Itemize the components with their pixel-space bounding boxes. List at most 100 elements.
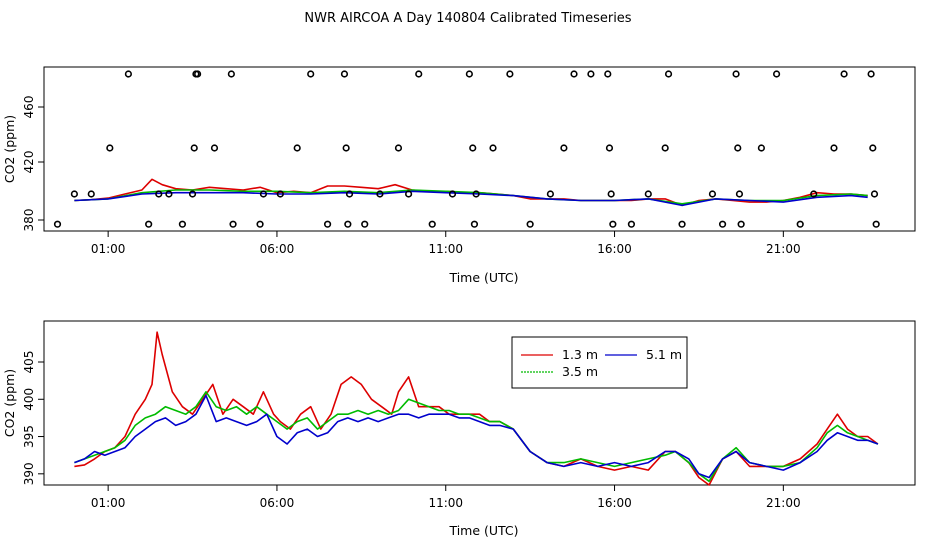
calibration-point [664,70,673,78]
y-tick-label: 460 [22,96,36,119]
calibration-point [178,220,187,228]
calibration-point [428,220,436,228]
x-axis-bottom: 01:00 06:00 11:00 16:00 21:00 [91,485,801,510]
calibration-point [256,220,264,228]
calibration-point [718,220,727,228]
calibration-point [737,220,745,228]
x-axis-top: 01:00 06:00 11:00 16:00 21:00 [91,231,801,256]
calibration-point [340,70,349,78]
calibration-point [376,190,384,198]
y-axis-top: 380 420 460 [22,96,44,232]
calibration-point [323,220,332,228]
calibration-point [188,190,197,198]
calibration-point [627,220,636,228]
x-tick-label: 16:00 [597,242,632,256]
calibration-point [840,70,848,78]
plot-frame-bottom [43,320,916,486]
calibration-point [605,144,614,152]
calibration-point [644,190,652,198]
calibration-point [810,190,818,198]
calibration-point [506,70,514,78]
calibration-point [210,144,219,152]
legend: 1.3 m 5.1 m 3.5 m [511,336,688,389]
series-group-top [74,178,868,207]
series-line-1-3-m [74,331,879,486]
x-axis-label-bottom: Time (UTC) [448,523,518,538]
y-tick-label: 420 [22,151,36,174]
plot-frame-top [43,66,916,232]
legend-label-3-5m: 3.5 m [562,364,598,379]
calibration-point [560,144,568,152]
calibration-point [872,220,880,228]
calibration-point [796,220,804,228]
series-group-bottom [74,331,879,486]
calibration-point [869,144,877,152]
calibration-point [165,190,173,198]
calibration-point [307,70,315,78]
x-tick-label: 06:00 [260,242,295,256]
calibration-point [448,190,457,198]
calibration-point [661,144,669,152]
calibration-point [344,220,352,228]
calibration-point [415,70,423,78]
calibration-point [734,144,742,152]
x-tick-label: 16:00 [597,496,632,510]
calibration-point [489,144,497,152]
panel-bottom: 390 395 400 405 01:00 06:00 11:00 16:00 21:00 T… [2,320,916,538]
x-tick-label: 11:00 [428,496,463,510]
calibration-point [361,220,369,228]
y-axis-label-bottom: CO2 (ppm) [2,369,17,437]
calibration-point [394,144,403,152]
calibration-point [145,220,153,228]
y-tick-label: 390 [22,462,36,485]
calibration-point [570,70,578,78]
calibration-point [70,190,78,198]
calibration-point [345,190,354,198]
y-tick-label: 405 [22,351,36,374]
calibration-point [470,220,479,228]
calibration-point [772,70,781,78]
calibration-point [678,220,686,228]
calibration-point [870,190,879,198]
calibration-points [53,70,880,228]
y-tick-label: 395 [22,425,36,448]
calibration-point [830,144,838,152]
y-tick-label: 380 [22,209,36,232]
calibration-point [259,190,268,198]
calibration-point [757,144,765,152]
calibration-point [735,190,744,198]
x-axis-label-top: Time (UTC) [448,270,518,285]
calibration-point [405,190,413,198]
calibration-point [155,190,163,198]
calibration-point [342,144,350,152]
calibration-point [469,144,477,152]
calibration-point [546,190,554,198]
calibration-point [708,190,717,198]
legend-box [511,336,688,389]
x-tick-label: 01:00 [91,242,126,256]
panel-top: 380 420 460 01:00 06:00 11:00 16:00 21:00 Time… [2,66,916,285]
series-line-5-1-m [74,394,879,479]
calibration-point [604,70,612,78]
series-line-3-5-m [74,390,879,483]
calibration-point [229,220,237,228]
y-axis-bottom: 390 395 400 405 [22,351,44,485]
calibration-point [276,190,284,198]
calibration-point [607,190,615,198]
calibration-point [53,220,62,228]
x-tick-label: 21:00 [766,496,801,510]
calibration-point [587,70,595,78]
y-axis-label-top: CO2 (ppm) [2,115,17,183]
x-tick-label: 11:00 [428,242,463,256]
calibration-point [526,220,534,228]
calibration-point [87,190,95,198]
calibration-point [472,190,480,198]
calibration-point [190,144,198,152]
x-tick-label: 01:00 [91,496,126,510]
calibration-point [124,70,132,78]
legend-label-1-3m: 1.3 m [562,347,598,362]
series-line-5-1-m [74,190,868,207]
legend-label-5-1m: 5.1 m [646,347,682,362]
calibration-point [194,70,202,78]
